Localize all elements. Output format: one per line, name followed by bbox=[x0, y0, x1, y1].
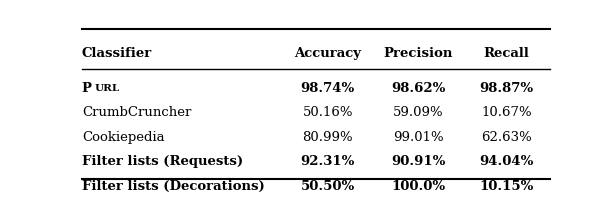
Text: 98.87%: 98.87% bbox=[480, 82, 533, 95]
Text: 90.91%: 90.91% bbox=[391, 155, 445, 169]
Text: 10.15%: 10.15% bbox=[479, 180, 534, 193]
Text: 50.16%: 50.16% bbox=[302, 106, 353, 119]
Text: 99.01%: 99.01% bbox=[393, 131, 444, 144]
Text: 80.99%: 80.99% bbox=[302, 131, 353, 144]
Text: 94.04%: 94.04% bbox=[479, 155, 534, 169]
Text: P: P bbox=[82, 82, 92, 95]
Text: Cookiepedia: Cookiepedia bbox=[82, 131, 164, 144]
Text: 10.67%: 10.67% bbox=[481, 106, 532, 119]
Text: 50.50%: 50.50% bbox=[301, 180, 355, 193]
Text: CrumbCruncher: CrumbCruncher bbox=[82, 106, 191, 119]
Text: Precision: Precision bbox=[384, 47, 453, 60]
Text: 98.62%: 98.62% bbox=[391, 82, 445, 95]
Text: 98.74%: 98.74% bbox=[301, 82, 355, 95]
Text: 100.0%: 100.0% bbox=[391, 180, 445, 193]
Text: Filter lists (Requests): Filter lists (Requests) bbox=[82, 155, 243, 169]
Text: Filter lists (Decorations): Filter lists (Decorations) bbox=[82, 180, 264, 193]
Text: Recall: Recall bbox=[484, 47, 530, 60]
Text: 62.63%: 62.63% bbox=[481, 131, 532, 144]
Text: 59.09%: 59.09% bbox=[393, 106, 444, 119]
Text: Classifier: Classifier bbox=[82, 47, 152, 60]
Text: URL: URL bbox=[95, 84, 120, 93]
Text: Accuracy: Accuracy bbox=[294, 47, 361, 60]
Text: 92.31%: 92.31% bbox=[301, 155, 355, 169]
